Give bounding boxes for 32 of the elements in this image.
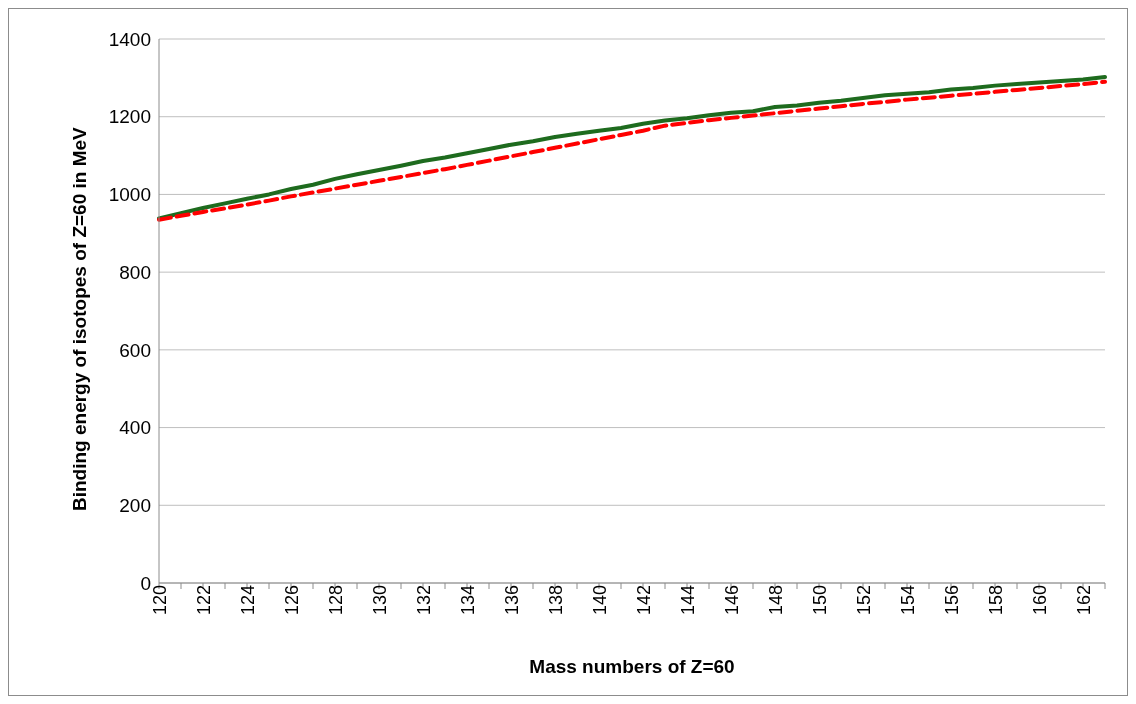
y-axis-title: Binding energy of isotopes of Z=60 in MeV: [68, 126, 90, 511]
x-tick-label: 138: [545, 585, 566, 616]
y-tick-label: 600: [119, 339, 151, 361]
x-tick-label: 142: [633, 585, 654, 616]
x-tick-label: 126: [281, 585, 302, 616]
y-tick-label: 800: [119, 261, 151, 283]
y-tick-label: 1400: [108, 28, 151, 50]
y-tick-label: 400: [119, 417, 151, 439]
x-tick-label: 152: [853, 585, 874, 616]
x-tick-label: 140: [589, 585, 610, 616]
x-tick-label: 150: [809, 585, 830, 616]
x-tick-label: 146: [721, 585, 742, 616]
y-tick-label: 200: [119, 495, 151, 517]
x-tick-label: 120: [149, 585, 170, 616]
x-tick-label: 132: [413, 585, 434, 616]
x-tick-label: 158: [985, 585, 1006, 616]
x-tick-label: 130: [369, 585, 390, 616]
x-axis-title: Mass numbers of Z=60: [529, 656, 735, 677]
x-tick-label: 128: [325, 585, 346, 616]
y-tick-label: 1000: [108, 184, 151, 206]
x-tick-label: 144: [677, 585, 698, 616]
x-tick-label: 154: [897, 585, 918, 616]
y-tick-label: 0: [140, 572, 151, 594]
x-tick-label: 134: [457, 585, 478, 616]
x-tick-label: 160: [1029, 585, 1050, 616]
x-tick-label: 122: [193, 585, 214, 616]
x-tick-label: 156: [941, 585, 962, 616]
x-tick-label: 148: [765, 585, 786, 616]
x-tick-label: 124: [237, 585, 258, 616]
x-tick-label: 162: [1073, 585, 1094, 616]
y-tick-label: 1200: [108, 106, 151, 128]
x-tick-label: 136: [501, 585, 522, 616]
